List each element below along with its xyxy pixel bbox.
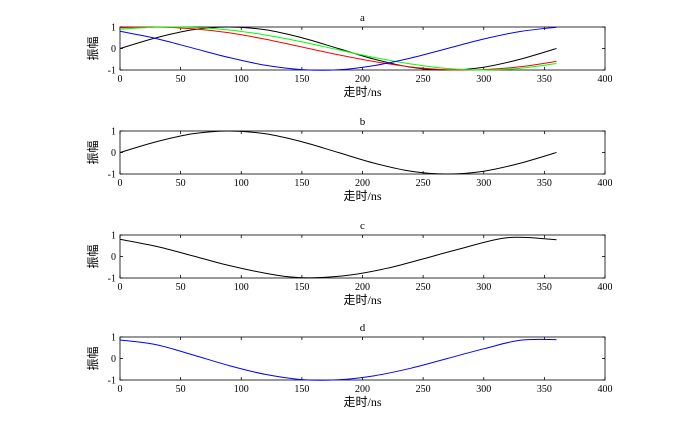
plot-area-frame: [119, 130, 606, 175]
x-tick-label: 400: [598, 282, 613, 293]
panel-title: c: [360, 220, 365, 232]
x-tick-label: 300: [476, 178, 491, 189]
x-tick-label: 150: [294, 384, 309, 395]
series-line-0: [119, 338, 557, 381]
series-line-0: [119, 130, 557, 175]
panel-title: d: [360, 322, 366, 334]
plot-area-frame: [119, 336, 606, 381]
x-tick-label: 150: [294, 74, 309, 85]
x-tick-label: 100: [234, 178, 249, 189]
x-tick-label: 350: [537, 384, 552, 395]
series-line-0: [119, 236, 557, 279]
y-axis-label: 振幅: [85, 36, 100, 60]
y-tick-label: 0: [111, 252, 116, 263]
x-tick-label: 0: [118, 74, 123, 85]
x-tick-label: 200: [355, 282, 370, 293]
x-tick-label: 200: [355, 384, 370, 395]
x-axis-label: 走时/ns: [343, 189, 381, 203]
x-tick-label: 300: [476, 282, 491, 293]
y-tick-label: 0: [111, 148, 116, 159]
y-tick-label: -1: [108, 376, 116, 387]
plot-area-frame: [119, 234, 606, 279]
x-tick-label: 300: [476, 384, 491, 395]
y-tick-label: 1: [111, 127, 116, 138]
y-tick-label: 0: [111, 44, 116, 55]
x-tick-label: 0: [118, 384, 123, 395]
y-tick-label: 1: [111, 23, 116, 34]
x-tick-label: 350: [537, 282, 552, 293]
x-axis-label: 走时/ns: [343, 85, 381, 99]
y-axis-label: 振幅: [85, 140, 100, 164]
y-tick-label: 1: [111, 231, 116, 242]
x-tick-label: 150: [294, 282, 309, 293]
series-line-3: [119, 26, 557, 71]
x-tick-label: 150: [294, 178, 309, 189]
x-tick-label: 300: [476, 74, 491, 85]
x-tick-label: 100: [234, 384, 249, 395]
x-axis-label: 走时/ns: [343, 293, 381, 307]
y-tick-label: -1: [108, 66, 116, 77]
series-line-0: [119, 26, 557, 71]
x-tick-label: 400: [598, 178, 613, 189]
x-tick-label: 100: [234, 74, 249, 85]
x-tick-label: 250: [416, 384, 431, 395]
series-line-2: [119, 26, 557, 71]
x-tick-label: 0: [118, 178, 123, 189]
x-axis-label: 走时/ns: [343, 395, 381, 409]
x-tick-label: 200: [355, 178, 370, 189]
x-tick-label: 250: [416, 282, 431, 293]
panel-title: a: [360, 12, 365, 24]
y-tick-label: -1: [108, 170, 116, 181]
y-axis-label: 振幅: [85, 244, 100, 268]
y-tick-label: 0: [111, 354, 116, 365]
x-tick-label: 100: [234, 282, 249, 293]
y-tick-label: -1: [108, 274, 116, 285]
x-tick-label: 50: [176, 384, 186, 395]
x-tick-label: 250: [416, 74, 431, 85]
x-tick-label: 350: [537, 74, 552, 85]
x-tick-label: 200: [355, 74, 370, 85]
y-tick-label: 1: [111, 333, 116, 344]
x-tick-label: 50: [176, 178, 186, 189]
x-tick-label: 50: [176, 74, 186, 85]
x-tick-label: 50: [176, 282, 186, 293]
y-axis-label: 振幅: [85, 346, 100, 370]
x-tick-label: 400: [598, 74, 613, 85]
x-tick-label: 400: [598, 384, 613, 395]
panel-title: b: [360, 116, 366, 128]
x-tick-label: 250: [416, 178, 431, 189]
x-tick-label: 350: [537, 178, 552, 189]
x-tick-label: 0: [118, 282, 123, 293]
